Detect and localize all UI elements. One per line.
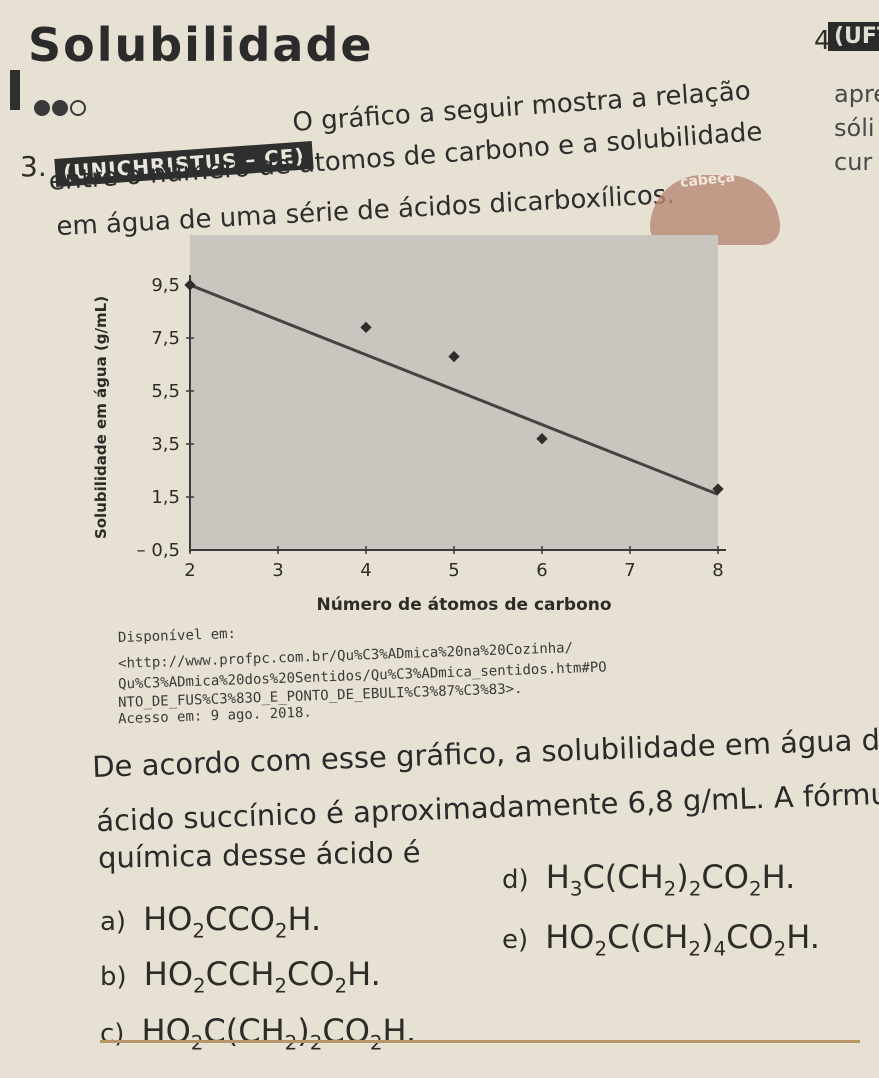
body-line-3: química desse ácido é <box>97 835 421 875</box>
option-formula: H3C(CH2)2CO2H. <box>545 858 796 901</box>
difficulty-dot-filled <box>52 100 68 116</box>
option-formula: HO2C(CH2)2CO2H. <box>141 1012 417 1054</box>
option-formula: HO2CCH2CO2H. <box>143 955 381 998</box>
data-point <box>184 279 196 291</box>
option-label: e) <box>502 925 529 955</box>
y-tick-label: 5,5 <box>151 381 180 402</box>
option-formula: HO2CCO2H. <box>143 900 322 943</box>
y-tick-label: 1,5 <box>151 487 180 508</box>
side-fragment: sóli <box>834 114 875 142</box>
y-tick-label: 9,5 <box>151 275 180 296</box>
option-label: b) <box>100 962 127 992</box>
next-question-badge: (UFT <box>828 22 879 51</box>
side-fragment: apre <box>834 80 879 108</box>
section-marker <box>10 70 20 110</box>
x-tick-label: 5 <box>448 560 459 581</box>
x-tick-label: 7 <box>624 560 635 581</box>
trend-line <box>189 283 719 496</box>
option-c[interactable]: c) HO2C(CH2)2CO2H. <box>100 1012 416 1054</box>
option-formula: HO2C(CH2)4CO2H. <box>545 918 820 961</box>
difficulty-dot-filled <box>34 100 50 116</box>
question-number: 3. <box>20 150 47 183</box>
data-point <box>536 433 548 445</box>
data-point <box>360 321 372 334</box>
x-tick-label: 3 <box>272 560 283 581</box>
option-label: c) <box>100 1019 125 1049</box>
side-fragment: cur <box>834 148 873 176</box>
option-a[interactable]: a) HO2CCO2H. <box>100 900 321 942</box>
option-b[interactable]: b) HO2CCH2CO2H. <box>100 955 381 997</box>
bottom-divider <box>100 1040 860 1043</box>
section-title: Solubilidade <box>28 18 374 72</box>
x-tick-label: 8 <box>712 560 723 581</box>
y-tick-label: 3,5 <box>151 434 180 455</box>
option-label: d) <box>502 865 529 895</box>
data-point <box>712 483 724 495</box>
x-tick-label: 6 <box>536 560 547 581</box>
option-d[interactable]: d) H3C(CH2)2CO2H. <box>502 858 795 900</box>
brain-illustration <box>650 175 780 245</box>
x-axis-title: Número de átomos de carbono <box>316 595 611 615</box>
plot-area <box>190 235 718 550</box>
data-point <box>448 350 460 363</box>
x-tick-label: 4 <box>360 560 371 581</box>
y-tick-label: 7,5 <box>151 328 180 349</box>
option-e[interactable]: e) HO2C(CH2)4CO2H. <box>502 918 820 960</box>
difficulty-dot-empty <box>70 100 86 116</box>
y-tick-label: – 0,5 <box>137 540 180 561</box>
y-axis-title: Solubilidade em água (g/mL) <box>92 296 110 539</box>
x-tick-label: 2 <box>184 560 195 581</box>
option-label: a) <box>100 907 127 937</box>
difficulty-dots <box>34 100 88 120</box>
